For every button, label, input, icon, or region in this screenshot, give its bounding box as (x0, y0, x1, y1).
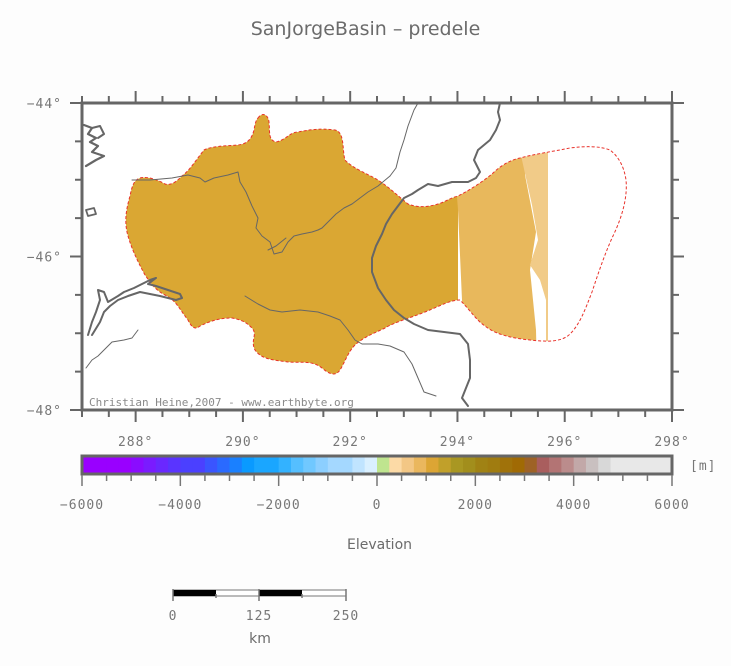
y-tick-label: −46° (27, 251, 62, 266)
x-tick-label: 296° (547, 435, 582, 450)
map-title: SanJorgeBasin – predele (250, 18, 481, 40)
colorbar-tick-labels: −6000 −4000 −2000 0 2000 4000 6000 (60, 498, 689, 513)
scale-tick-125: 125 (246, 609, 272, 624)
colorbar-tick-label: 0 (373, 498, 382, 513)
coastlines (82, 102, 501, 407)
colorbar-unit: [m] (690, 459, 716, 474)
x-tick-label: 294° (440, 435, 475, 450)
colorbar-tick-label: 4000 (556, 498, 591, 513)
colorbar-tick-label: 6000 (654, 498, 689, 513)
map-panel: Christian Heine,2007 - www.earthbyte.org (82, 102, 672, 410)
x-tick-label: 298° (654, 435, 689, 450)
y-tick-label: −48° (27, 404, 62, 419)
colorbar-ticks (81, 475, 673, 486)
axis-ticks (70, 91, 684, 422)
x-tick-label: 288° (118, 435, 153, 450)
credit-text: Christian Heine,2007 - www.earthbyte.org (89, 396, 354, 409)
colorbar-tick-label: 2000 (458, 498, 493, 513)
x-tick-label: 292° (333, 435, 368, 450)
scale-tick-250: 250 (333, 609, 359, 624)
colorbar-label: Elevation (346, 537, 413, 553)
colorbar (82, 456, 673, 474)
scale-tick-0: 0 (169, 609, 178, 624)
x-tick-label: 290° (225, 435, 260, 450)
axis-labels: 288° 290° 292° 294° 296° 298° −44° −46° −48° (27, 97, 689, 450)
scale-unit: km (249, 631, 271, 647)
y-tick-label: −44° (27, 97, 62, 112)
colorbar-frame (80, 454, 674, 476)
scale-bar: 0 125 250 (169, 589, 359, 624)
colorbar-tick-label: −2000 (257, 498, 301, 513)
colorbar-tick-label: −4000 (158, 498, 202, 513)
colorbar-tick-label: −6000 (60, 498, 104, 513)
